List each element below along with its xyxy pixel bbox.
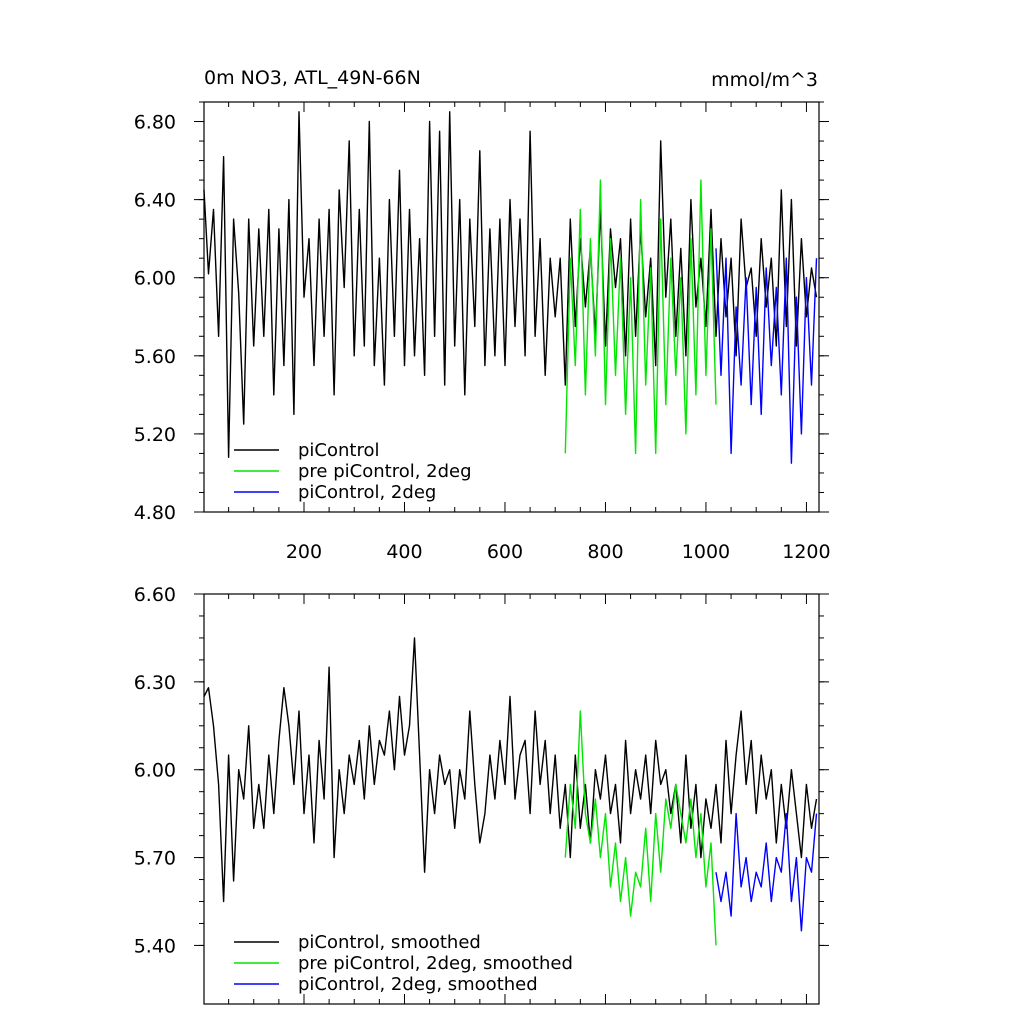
legend-label: piControl (298, 440, 380, 461)
legend-label: piControl, 2deg, smoothed (298, 974, 538, 995)
x-tick-label: 600 (487, 541, 523, 563)
series-line-1 (564, 710, 717, 946)
plot-frame (203, 101, 820, 513)
x-tick-label: 200 (286, 541, 322, 563)
x-tick-label: 800 (587, 541, 623, 563)
y-tick-label: 6.00 (134, 760, 176, 782)
y-tick-label: 5.70 (134, 848, 176, 870)
series-line-2 (715, 812, 818, 932)
chart-title: 0m NO3, ATL_49N-66N (204, 67, 421, 89)
y-tick-label: 5.40 (134, 935, 176, 957)
y-tick-label: 6.00 (134, 268, 176, 290)
x-tick-label: 1200 (782, 541, 830, 563)
series-line-1 (564, 179, 717, 455)
legend-label: piControl, 2deg (298, 482, 436, 503)
legend-label: piControl, smoothed (298, 932, 481, 953)
chart-units: mmol/m^3 (711, 69, 818, 91)
plot-frame (203, 593, 820, 1005)
series-line-0 (203, 111, 818, 458)
series-layer (203, 111, 818, 464)
x-tick-label: 400 (386, 541, 422, 563)
y-tick-label: 6.40 (134, 190, 176, 212)
y-tick-label: 4.80 (134, 502, 176, 524)
y-tick-label: 5.60 (134, 346, 176, 368)
series-line-2 (715, 248, 818, 464)
y-tick-label: 6.80 (134, 112, 176, 134)
legend-label: pre piControl, 2deg (298, 461, 472, 482)
series-layer (203, 637, 818, 946)
y-tick-label: 5.20 (134, 424, 176, 446)
axis-ticks: 200 400 600 800 1000 1200 4.80 5.20 5.60 6.00 6.40… (134, 101, 831, 563)
bottom-panel: 5.40 5.70 6.00 6.30 6.60 piControl, smoothed… (134, 584, 829, 1005)
y-tick-label: 6.60 (134, 584, 176, 606)
series-line-0 (203, 637, 818, 903)
axis-ticks: 5.40 5.70 6.00 6.30 6.60 (134, 584, 829, 1004)
top-panel: 0m NO3, ATL_49N-66N mmol/m^3 200 400 600 80… (134, 67, 831, 563)
x-tick-label: 1000 (682, 541, 730, 563)
y-tick-label: 6.30 (134, 672, 176, 694)
legend-label: pre piControl, 2deg, smoothed (298, 953, 573, 974)
